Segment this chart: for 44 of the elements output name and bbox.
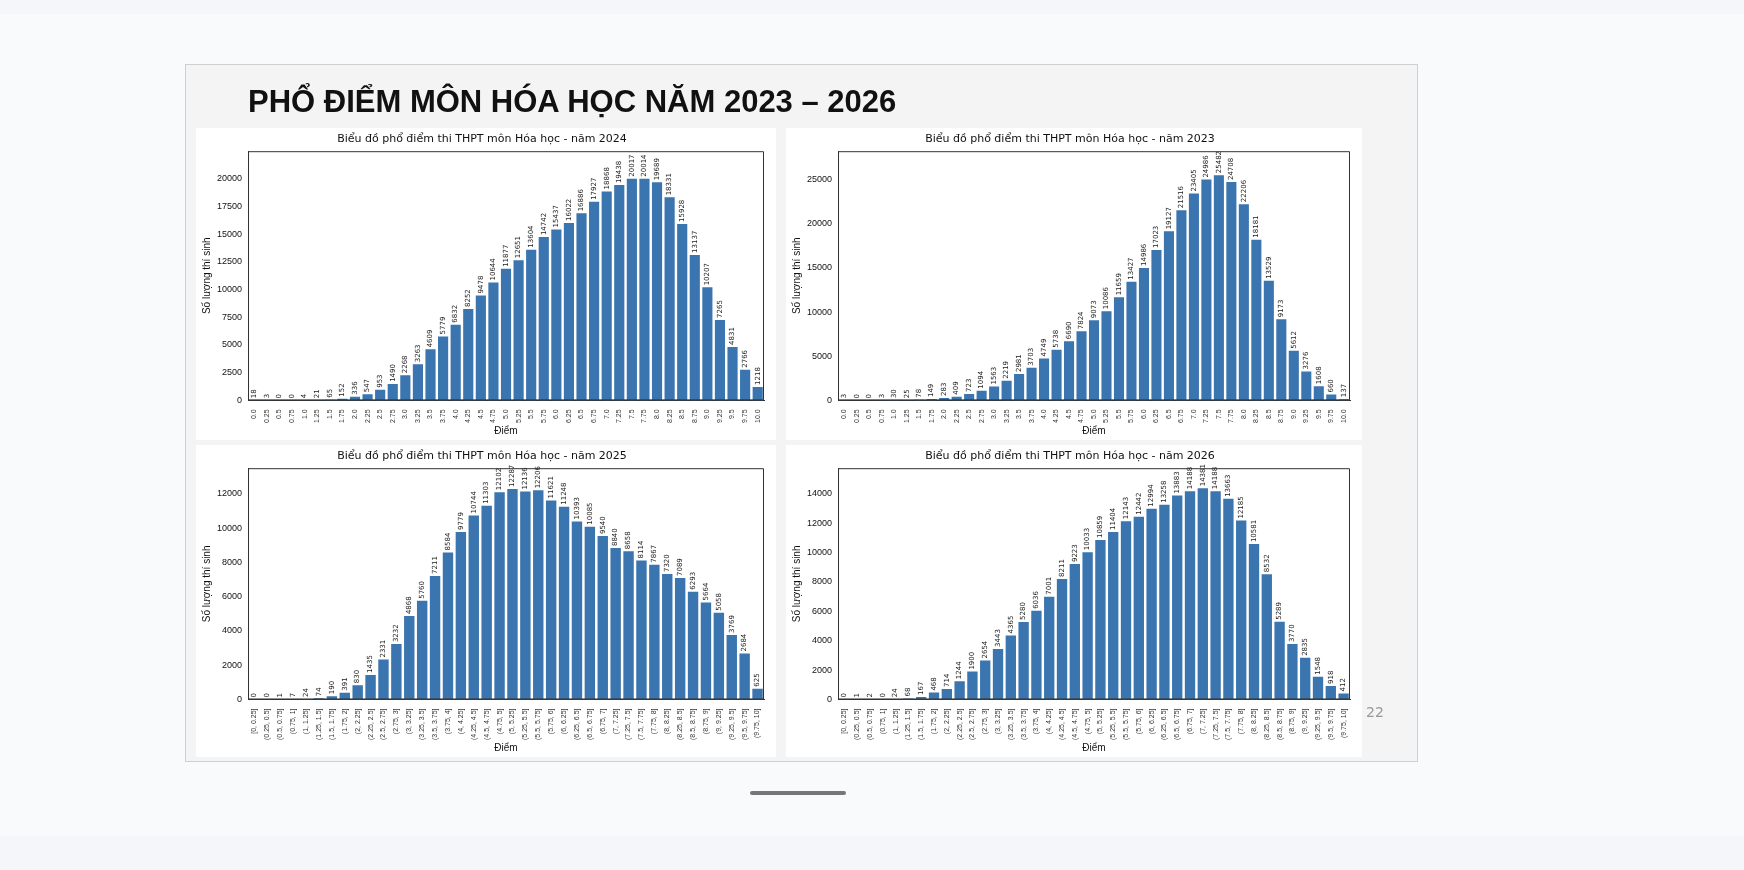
chart-title: Biểu đồ phổ điểm thi THPT môn Hóa học - năm 2024	[337, 132, 627, 146]
y-tick-label: 15000	[217, 228, 243, 239]
y-tick-label: 2000	[812, 664, 833, 675]
y-tick-label: 0	[237, 394, 243, 405]
y-tick-label: 8000	[812, 576, 833, 587]
y-axis-title: Số lượng thí sinh	[790, 237, 802, 315]
y-tick-label: 10000	[217, 284, 243, 295]
y-tick-label: 7500	[222, 311, 243, 322]
x-axis-title: Điểm	[1082, 741, 1106, 753]
y-tick-label: 25000	[807, 173, 833, 184]
chart-title: Biểu đồ phổ điểm thi THPT môn Hóa học - năm 2025	[337, 449, 627, 463]
y-axis-title: Số lượng thí sinh	[790, 545, 802, 623]
y-tick-label: 0	[827, 693, 833, 704]
y-tick-label: 5000	[812, 350, 833, 361]
y-tick-label: 4000	[812, 635, 833, 646]
x-axis-title: Điểm	[1082, 424, 1106, 436]
y-tick-label: 4000	[222, 625, 243, 636]
y-tick-label: 2000	[222, 659, 243, 670]
y-tick-label: 15000	[807, 262, 833, 273]
y-tick-label: 0	[827, 394, 833, 405]
chart-title: Biểu đồ phổ điểm thi THPT môn Hóa học - năm 2023	[925, 132, 1215, 146]
y-tick-label: 12000	[807, 517, 833, 528]
y-tick-label: 10000	[807, 306, 833, 317]
y-tick-label: 6000	[812, 605, 833, 616]
x-axis-title: Điểm	[494, 424, 518, 436]
y-tick-label: 2500	[222, 367, 243, 378]
y-tick-label: 12500	[217, 256, 243, 267]
y-tick-label: 8000	[222, 556, 243, 567]
y-tick-label: 6000	[222, 591, 243, 602]
y-tick-label: 12000	[217, 488, 243, 499]
text: 22	[1366, 704, 1384, 720]
y-tick-label: 14000	[807, 488, 833, 499]
y-tick-label: 10000	[807, 547, 833, 558]
y-tick-label: 20000	[217, 173, 243, 184]
chart-title: Biểu đồ phổ điểm thi THPT môn Hóa học - năm 2026	[925, 449, 1215, 463]
y-tick-label: 17500	[217, 201, 243, 212]
y-axis-title: Số lượng thí sinh	[200, 545, 212, 623]
y-tick-label: 5000	[222, 339, 243, 350]
x-axis-title: Điểm	[494, 741, 518, 753]
y-tick-label: 20000	[807, 218, 833, 229]
y-axis-title: Số lượng thí sinh	[200, 237, 212, 315]
text: PHỔ ĐIỂM MÔN HÓA HỌC NĂM 2023 – 2026	[248, 84, 897, 120]
y-tick-label: 0	[237, 693, 243, 704]
y-tick-label: 10000	[217, 522, 243, 533]
